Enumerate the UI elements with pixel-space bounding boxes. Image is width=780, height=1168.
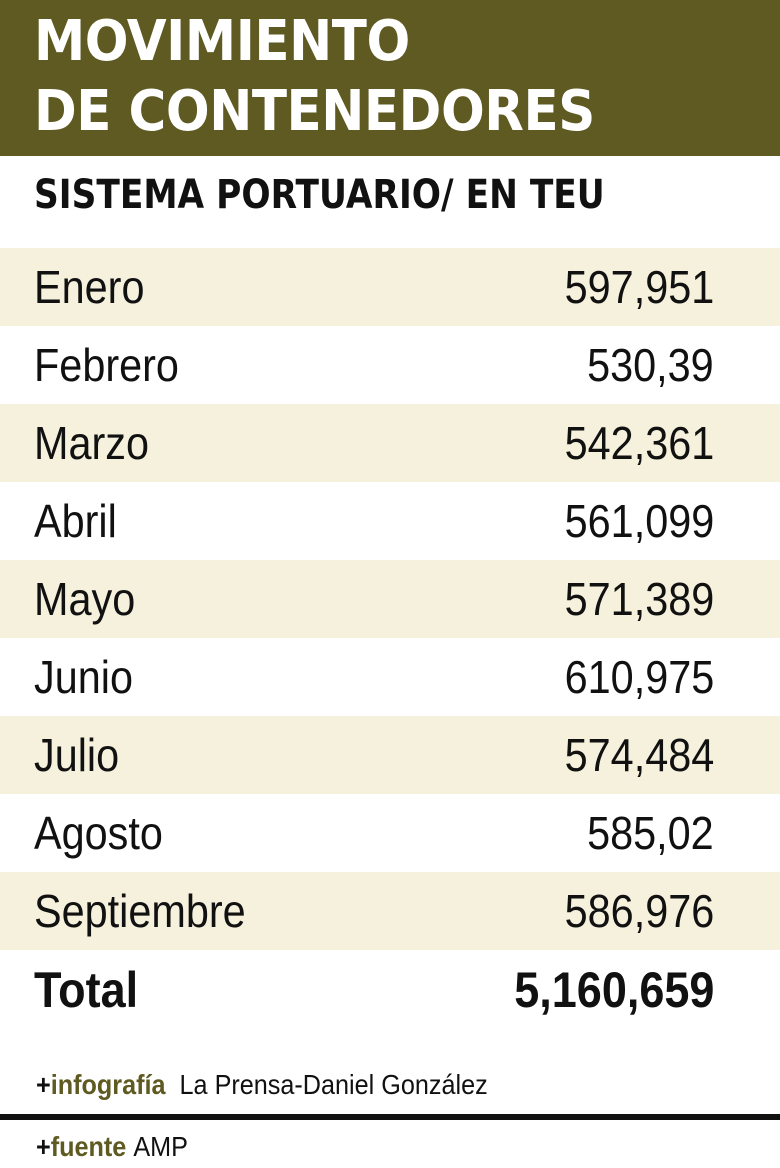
credit-infografia-text: La Prensa-Daniel González — [179, 1069, 488, 1100]
total-row: Total 5,160,659 — [0, 950, 780, 1030]
table-row: Mayo 571,389 — [0, 560, 780, 638]
month-value: 542,361 — [564, 417, 714, 469]
total-label: Total — [34, 962, 139, 1018]
month-label: Julio — [34, 729, 120, 781]
month-value: 574,484 — [564, 729, 714, 781]
table-row: Abril 561,099 — [0, 482, 780, 560]
table-row: Marzo 542,361 — [0, 404, 780, 482]
table-row: Enero 597,951 — [0, 248, 780, 326]
table-row: Febrero 530,39 — [0, 326, 780, 404]
month-value: 585,02 — [587, 807, 714, 859]
credit-fuente: +fuente AMP — [36, 1130, 188, 1164]
table-row: Agosto 585,02 — [0, 794, 780, 872]
table-row: Julio 574,484 — [0, 716, 780, 794]
month-value: 610,975 — [564, 651, 714, 703]
month-value: 597,951 — [564, 261, 714, 313]
month-value: 561,099 — [564, 495, 714, 547]
subtitle: SISTEMA PORTUARIO/ EN TEU — [34, 172, 605, 218]
month-value: 530,39 — [587, 339, 714, 391]
month-label: Mayo — [34, 573, 136, 625]
month-label: Abril — [34, 495, 117, 547]
table-row: Septiembre 586,976 — [0, 872, 780, 950]
title-band: MOVIMIENTO DE CONTENEDORES — [0, 0, 780, 156]
credit-fuente-tag: fuente — [50, 1131, 127, 1162]
month-label: Septiembre — [34, 885, 246, 937]
credit-plus: + — [36, 1069, 51, 1100]
month-value: 586,976 — [564, 885, 714, 937]
credit-fuente-text: AMP — [133, 1131, 188, 1162]
data-table: Enero 597,951 Febrero 530,39 Marzo 542,361 Abr… — [0, 248, 780, 950]
month-label: Febrero — [34, 339, 179, 391]
credit-infografia-tag: infografía — [50, 1069, 166, 1100]
title-line-2: DE CONTENEDORES — [34, 79, 595, 144]
month-label: Agosto — [34, 807, 163, 859]
month-label: Marzo — [34, 417, 150, 469]
table-row: Junio 610,975 — [0, 638, 780, 716]
divider-rule — [0, 1114, 780, 1120]
month-label: Junio — [34, 651, 133, 703]
total-value: 5,160,659 — [513, 962, 714, 1018]
title-line-1: MOVIMIENTO — [34, 9, 410, 74]
credit-infografia: +infografía La Prensa-Daniel González — [36, 1068, 488, 1102]
month-label: Enero — [34, 261, 145, 313]
credit-plus: + — [36, 1131, 51, 1162]
month-value: 571,389 — [564, 573, 714, 625]
